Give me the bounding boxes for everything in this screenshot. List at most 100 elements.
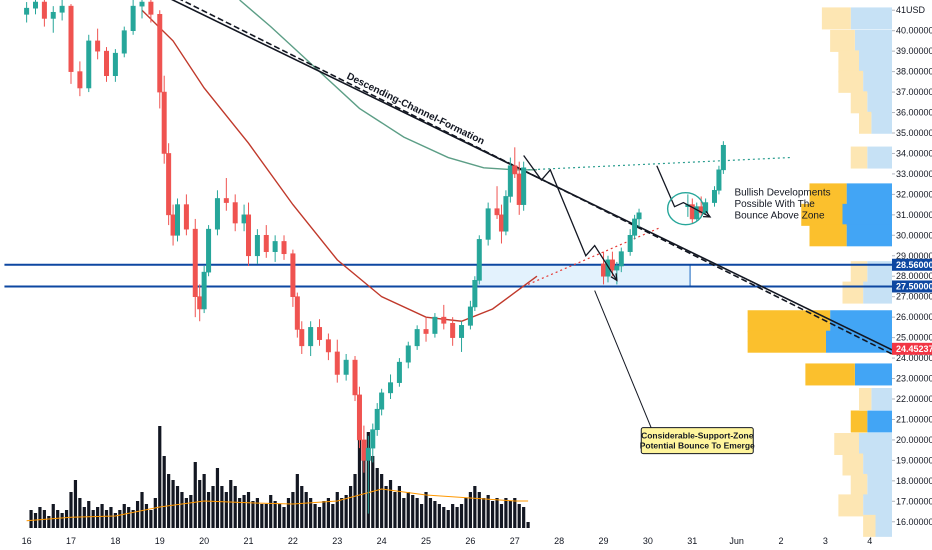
candle-body [396, 361, 402, 383]
y-tick-label: 23.00000 [896, 374, 932, 384]
candle-body [467, 306, 473, 326]
volume-bar [64, 510, 69, 528]
y-tick-label: 33.00000 [896, 169, 932, 179]
candle-body [86, 40, 92, 89]
volume-bar [348, 486, 353, 528]
volume-profile-bar [805, 363, 855, 386]
candle-body [450, 322, 456, 338]
candle-body [370, 429, 376, 449]
candle-body [485, 208, 491, 240]
volume-bar [388, 480, 393, 528]
candle-body [104, 50, 110, 77]
moving-average-line [141, 9, 538, 322]
volume-bar [513, 498, 517, 528]
volume-bar [451, 504, 455, 528]
volume-bar [215, 468, 220, 528]
y-tick-label: 35.00000 [896, 128, 932, 138]
moving-averages [141, 0, 790, 322]
candle-body [232, 202, 238, 224]
candle-body [352, 359, 358, 396]
volume-bar [180, 492, 184, 528]
volume-bar [131, 510, 135, 528]
volume-profile-bar [867, 261, 892, 284]
volume-bar [473, 486, 477, 528]
volume-profile-bar [863, 70, 892, 93]
volume-bar [167, 474, 171, 528]
volume-profile-bar [850, 261, 868, 284]
volume-profile-bar [826, 330, 892, 353]
volume-bar [393, 492, 397, 528]
volume-bar [158, 426, 162, 528]
volume-bar [517, 504, 521, 528]
support-callout-line: Potential Bounce To Emerge [640, 441, 755, 451]
volume-bar [419, 504, 424, 528]
candle-body [139, 1, 145, 7]
volume-bar [313, 504, 317, 528]
horizontal-levels [4, 263, 892, 288]
candle-body [361, 439, 367, 461]
volume-bar [175, 486, 180, 528]
volume-bar [118, 510, 122, 528]
x-tick-label: 16 [22, 536, 32, 546]
volume-profile-bar [809, 224, 847, 247]
volume-bar [459, 504, 464, 528]
candle-body [636, 212, 642, 220]
dotted-guide-line [528, 156, 790, 171]
volume-bar [446, 510, 450, 528]
y-tick-label: 25.00000 [896, 333, 932, 343]
candle-body [441, 316, 447, 324]
candle-body [423, 329, 429, 334]
candles [24, 0, 726, 514]
volume-bar [490, 501, 495, 528]
y-tick-label: 27.00000 [896, 292, 932, 302]
candle-body [632, 218, 638, 236]
candle-body [414, 329, 420, 347]
volume-profile-bar [850, 91, 868, 114]
volume-bar [295, 474, 299, 528]
currency-label: USD [906, 5, 926, 15]
volume-bar [87, 501, 91, 528]
volume-bar [198, 480, 202, 528]
x-tick-label: 25 [421, 536, 431, 546]
volume-bar [326, 498, 330, 528]
candle-body [272, 241, 278, 252]
support-zone [476, 264, 691, 287]
volume-bar [437, 504, 441, 528]
y-tick-label: 36.00000 [896, 108, 932, 118]
volume-bar [464, 498, 468, 528]
candle-body [223, 198, 229, 203]
volume-profile-bar [871, 388, 892, 410]
volume-bar [149, 510, 153, 528]
candle-body [601, 263, 607, 277]
volume-bar [255, 498, 259, 528]
price-badge [892, 280, 932, 293]
x-tick-label: 29 [599, 536, 609, 546]
volume-profile-bar [838, 70, 864, 93]
volume-bar [260, 504, 264, 528]
volume-bar [246, 492, 251, 528]
volume-profile-bar [854, 29, 892, 52]
volume-profile-bar [830, 310, 892, 333]
candle-body [379, 392, 385, 410]
volume-profile-bar [859, 388, 872, 410]
volume-bar [171, 480, 175, 528]
price-badge [892, 342, 932, 355]
candle-body [201, 271, 207, 310]
volume-bar [211, 486, 215, 528]
candle-body [627, 235, 633, 252]
y-tick-label: 32.00000 [896, 189, 932, 199]
candle-body [308, 327, 314, 347]
volume-profile-bar [859, 50, 892, 73]
volume-bar [153, 498, 157, 528]
x-tick-label: 30 [643, 536, 653, 546]
candle-body [246, 214, 252, 257]
volume-bar [82, 507, 86, 528]
volume-bar [468, 492, 473, 528]
volume-bars [26, 426, 530, 528]
volume-profile-bar [850, 7, 892, 30]
volume-bar [233, 486, 237, 528]
candle-body [166, 153, 172, 216]
volume-profile-bar [850, 146, 868, 169]
volume-bar [522, 507, 526, 528]
candle-body [388, 382, 394, 394]
